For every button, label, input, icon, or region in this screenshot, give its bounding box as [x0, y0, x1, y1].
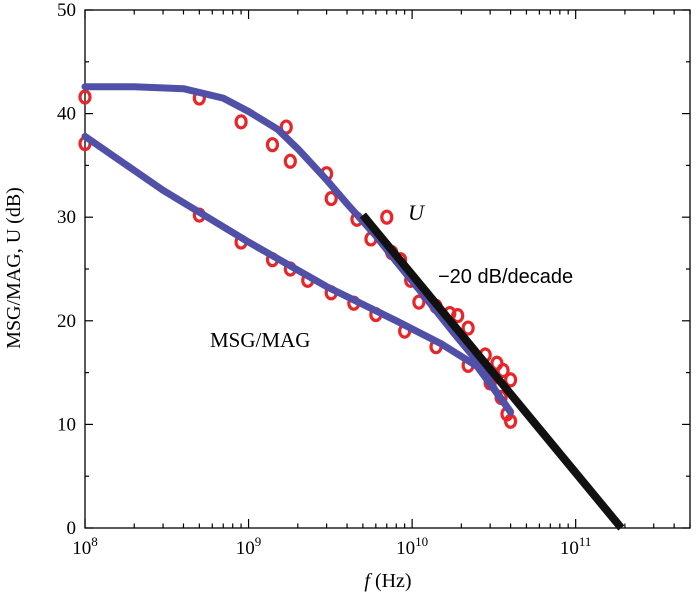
- x-axis-title: f (Hz): [364, 570, 411, 592]
- fit-lines: [81, 83, 625, 531]
- y-tick-label: 10: [57, 414, 76, 435]
- y-tick-label: 50: [57, 0, 76, 21]
- msg-fit-line: [81, 132, 515, 416]
- u-data-point: [496, 362, 510, 379]
- slope-label: −20 dB/decade: [438, 266, 573, 288]
- y-tick-label: 0: [67, 518, 77, 539]
- u-data-point: [503, 372, 518, 388]
- u-data-point: [78, 89, 92, 105]
- u-data-point: [324, 190, 338, 207]
- u-data-point: [461, 320, 475, 336]
- asymptote-line: [359, 212, 625, 531]
- u-data-point: [234, 114, 248, 130]
- u-fit-line: [81, 83, 515, 416]
- y-tick-label: 30: [57, 207, 76, 228]
- x-tick-label: 109: [236, 534, 262, 559]
- u-data-point: [380, 209, 394, 225]
- y-tick-label: 20: [57, 311, 76, 332]
- x-tick-label: 1011: [560, 534, 592, 559]
- y-tick-label: 40: [57, 104, 76, 125]
- u-data-point: [265, 137, 280, 153]
- tick-group: 0 10 20 30 40 50 108 109 1010 1011: [57, 0, 691, 559]
- u-data-point: [412, 294, 426, 310]
- msg-mag-label: MSG/MAG: [210, 328, 310, 352]
- y-axis-title: MSG/MAG, U (dB): [3, 187, 25, 349]
- u-label: U: [408, 200, 426, 225]
- u-data-point: [451, 308, 465, 324]
- u-data-point: [283, 153, 297, 169]
- x-tick-label: 108: [72, 534, 98, 559]
- x-tick-label: 1010: [396, 534, 428, 559]
